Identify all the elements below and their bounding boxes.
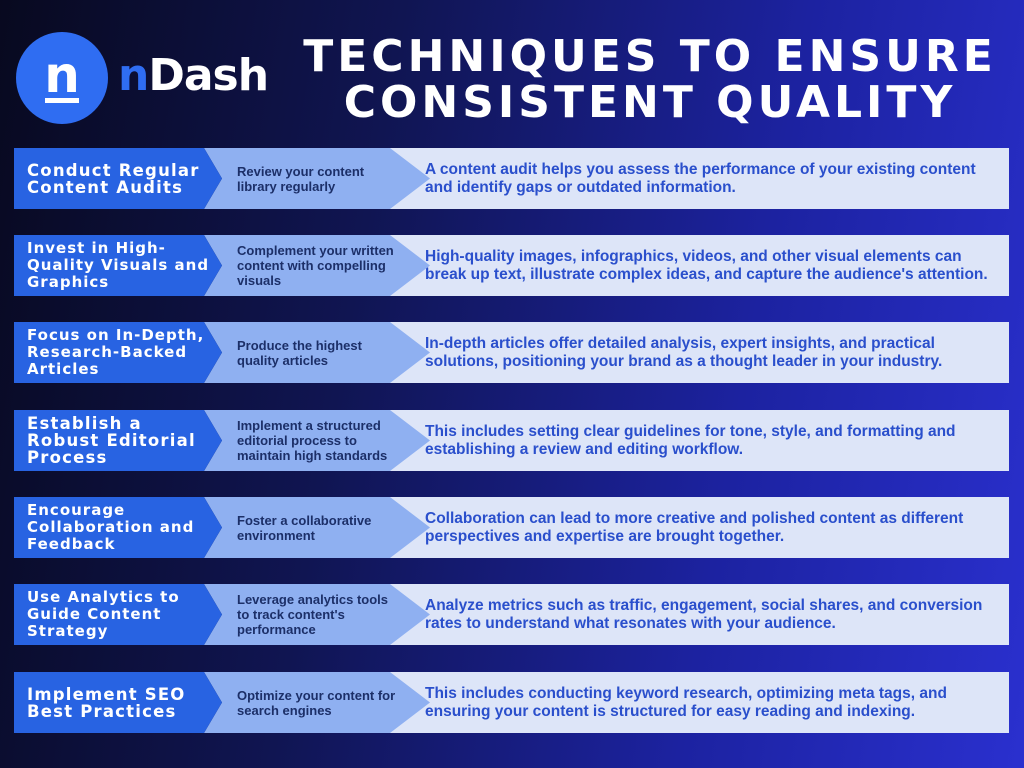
technique-detail: Collaboration can lead to more creative …	[344, 497, 1009, 558]
technique-row-content-audits: A content audit helps you assess the per…	[14, 148, 1009, 209]
brand-name-prefix: n	[118, 50, 149, 101]
technique-detail: High-quality images, infographics, video…	[344, 235, 1009, 296]
technique-summary-arrow: Complement your written content with com…	[204, 235, 430, 296]
technique-label-text: Use Analytics to Guide Content Strategy	[27, 588, 180, 640]
logo-letter: n	[44, 46, 80, 104]
technique-label-text: Encourage Collaboration and Feedback	[27, 501, 195, 553]
technique-label-arrow: Establish a Robust Editorial Process	[14, 410, 222, 471]
technique-detail-text: A content audit helps you assess the per…	[425, 160, 976, 196]
technique-detail-text: In-depth articles offer detailed analysi…	[425, 334, 943, 370]
technique-detail-text: This includes setting clear guidelines f…	[425, 422, 956, 458]
technique-summary-arrow: Implement a structured editorial process…	[204, 410, 430, 471]
page-title-line2: CONSISTENT QUALITY	[343, 77, 957, 128]
technique-row-in-depth-articles: In-depth articles offer detailed analysi…	[14, 322, 1009, 383]
technique-label-arrow: Encourage Collaboration and Feedback	[14, 497, 222, 558]
brand-name-rest: Dash	[148, 50, 269, 101]
technique-summary-text: Implement a structured editorial process…	[237, 418, 388, 463]
technique-label-arrow: Implement SEO Best Practices	[14, 672, 222, 733]
technique-label-arrow: Invest in High-Quality Visuals and Graph…	[14, 235, 222, 296]
technique-summary-arrow: Produce the highest quality articles	[204, 322, 430, 383]
technique-row-analytics: Analyze metrics such as traffic, engagem…	[14, 584, 1009, 645]
technique-label-arrow: Conduct Regular Content Audits	[14, 148, 222, 209]
technique-detail: This includes setting clear guidelines f…	[344, 410, 1009, 471]
page-title: TECHNIQUES TO ENSURE CONSISTENT QUALITY	[290, 34, 1010, 126]
technique-detail: In-depth articles offer detailed analysi…	[344, 322, 1009, 383]
technique-row-collaboration: Collaboration can lead to more creative …	[14, 497, 1009, 558]
technique-summary-arrow: Review your content library regularly	[204, 148, 430, 209]
technique-summary-arrow: Optimize your content for search engines	[204, 672, 430, 733]
brand-name: nDash	[118, 54, 269, 98]
technique-detail-text: This includes conducting keyword researc…	[425, 684, 947, 720]
technique-row-seo: This includes conducting keyword researc…	[14, 672, 1009, 733]
page-title-line1: TECHNIQUES TO ENSURE	[303, 31, 997, 82]
technique-summary-text: Leverage analytics tools to track conten…	[237, 592, 389, 637]
technique-row-visuals: High-quality images, infographics, video…	[14, 235, 1009, 296]
ndash-logo-icon: n	[16, 32, 108, 124]
technique-detail-text: High-quality images, infographics, video…	[425, 247, 988, 283]
technique-row-editorial-process: This includes setting clear guidelines f…	[14, 410, 1009, 471]
technique-label-arrow: Focus on In-Depth, Research-Backed Artic…	[14, 322, 222, 383]
technique-detail-text: Analyze metrics such as traffic, engagem…	[425, 596, 983, 632]
technique-summary-arrow: Foster a collaborative environment	[204, 497, 430, 558]
technique-summary-text: Complement your written content with com…	[237, 243, 394, 288]
technique-detail: A content audit helps you assess the per…	[344, 148, 1009, 209]
technique-label-text: Implement SEO Best Practices	[27, 684, 186, 721]
technique-detail: This includes conducting keyword researc…	[344, 672, 1009, 733]
technique-label-text: Establish a Robust Editorial Process	[27, 414, 196, 467]
technique-summary-text: Foster a collaborative environment	[237, 512, 372, 543]
technique-detail-text: Collaboration can lead to more creative …	[425, 509, 964, 545]
technique-label-arrow: Use Analytics to Guide Content Strategy	[14, 584, 222, 645]
technique-summary-text: Review your content library regularly	[237, 163, 365, 194]
technique-label-text: Conduct Regular Content Audits	[27, 160, 200, 197]
technique-label-text: Focus on In-Depth, Research-Backed Artic…	[27, 326, 205, 378]
technique-detail: Analyze metrics such as traffic, engagem…	[344, 584, 1009, 645]
technique-summary-arrow: Leverage analytics tools to track conten…	[204, 584, 430, 645]
technique-summary-text: Optimize your content for search engines	[237, 687, 396, 718]
technique-label-text: Invest in High-Quality Visuals and Graph…	[27, 239, 210, 291]
technique-summary-text: Produce the highest quality articles	[237, 337, 362, 368]
